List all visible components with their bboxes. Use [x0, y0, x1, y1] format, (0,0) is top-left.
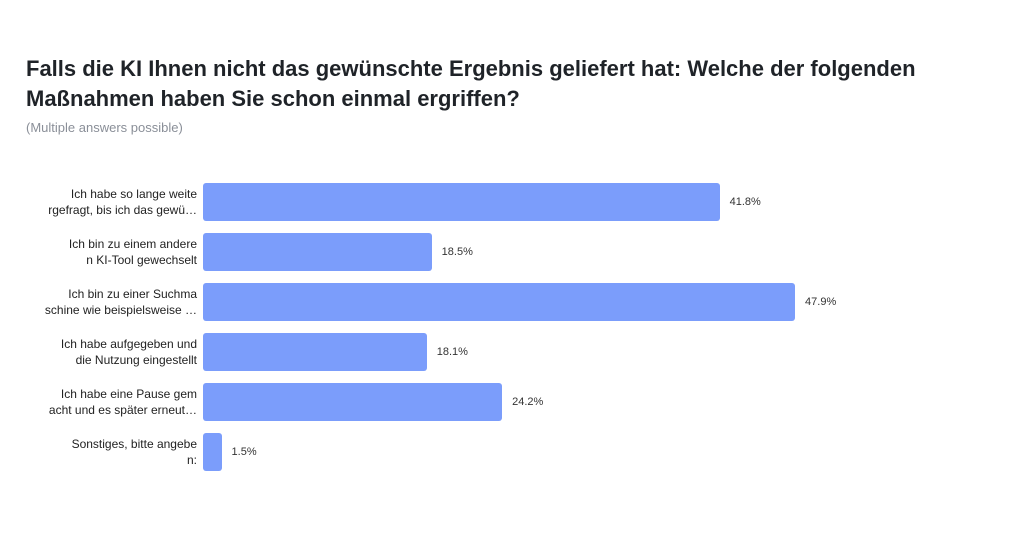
category-label: Ich bin zu einer Suchma schine wie beisp… — [44, 287, 197, 317]
value-label: 41.8% — [729, 196, 761, 208]
category-label: Sonstiges, bitte angebe n: — [71, 437, 197, 467]
bar — [203, 183, 720, 221]
category-label: Ich habe aufgegeben und die Nutzung eing… — [60, 337, 197, 367]
chart-subtitle: (Multiple answers possible) — [26, 120, 183, 135]
bar — [203, 333, 427, 371]
value-label: 1.5% — [231, 446, 257, 458]
category-label: Ich bin zu einem andere n KI-Tool gewech… — [68, 237, 197, 267]
bar — [203, 383, 503, 421]
bar — [203, 283, 796, 321]
value-label: 18.1% — [436, 346, 468, 358]
chart-title: Falls die KI Ihnen nicht das gewünschte … — [26, 56, 916, 111]
bar — [203, 433, 222, 471]
value-label: 47.9% — [805, 296, 837, 308]
value-label: 24.2% — [512, 396, 544, 408]
value-label: 18.5% — [441, 246, 473, 258]
category-label: Ich habe so lange weite rgefragt, bis ic… — [48, 187, 197, 217]
category-label: Ich habe eine Pause gem acht und es spät… — [48, 387, 197, 417]
bar — [203, 233, 432, 271]
